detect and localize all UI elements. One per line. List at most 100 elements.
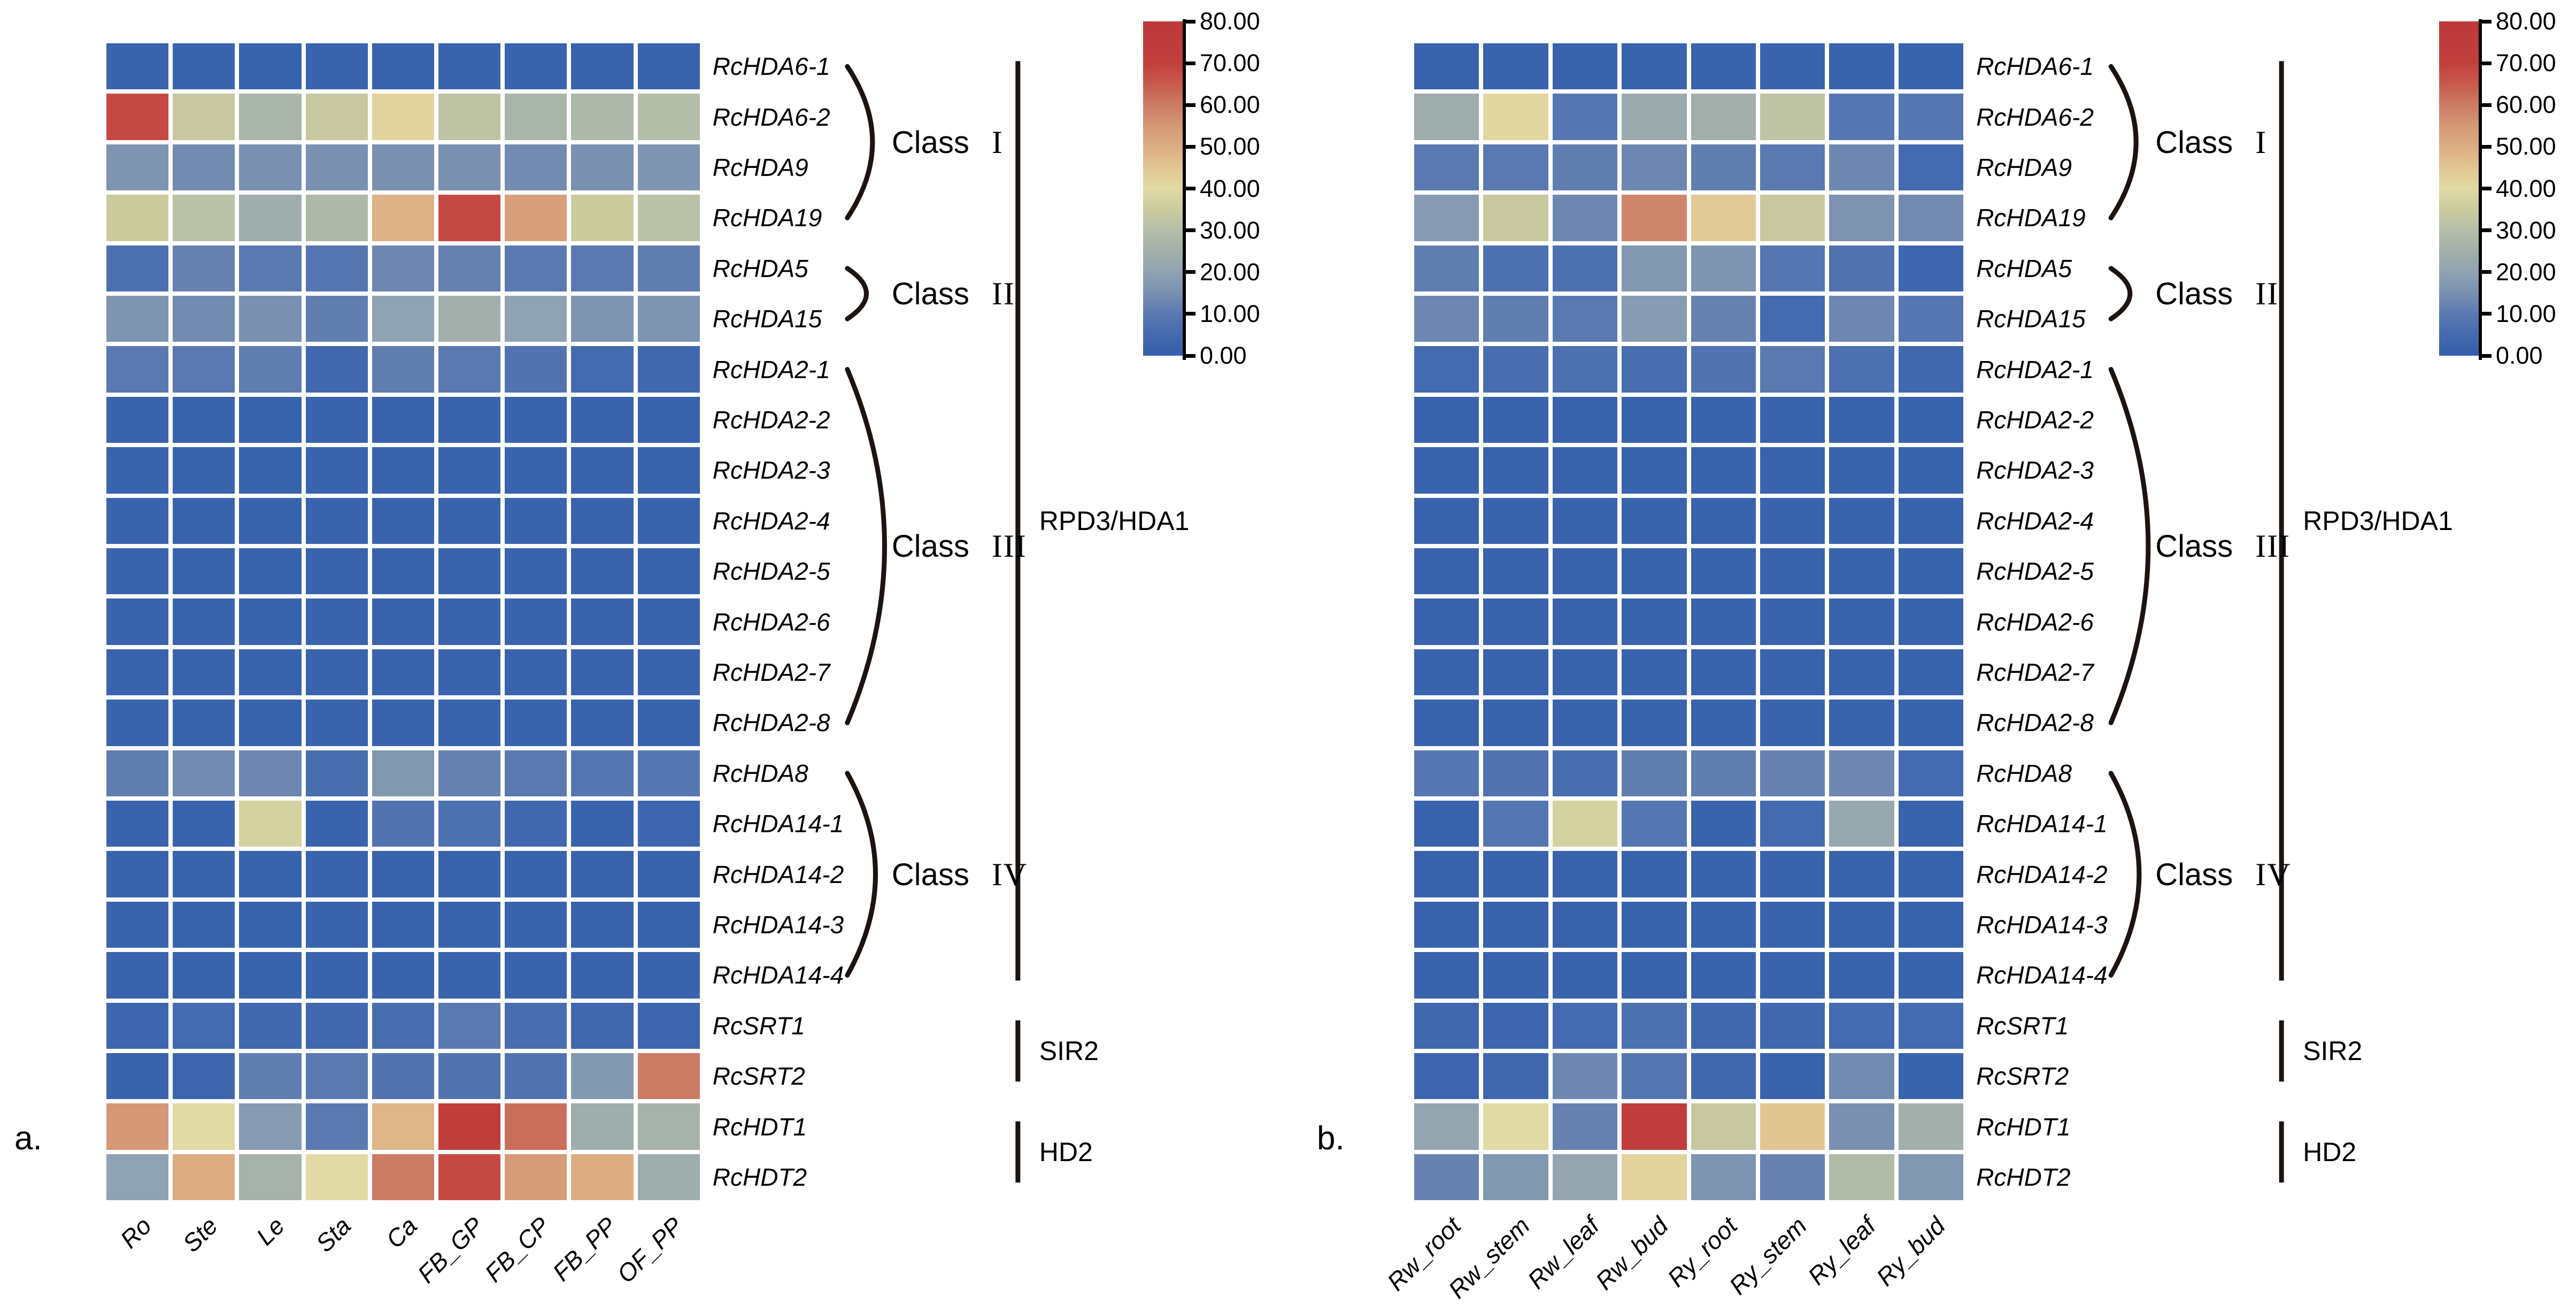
class-label: Class I — [2155, 125, 2267, 160]
heatmap-cell — [1552, 396, 1618, 443]
tissue-label: Le — [250, 1211, 290, 1251]
heatmap-cell — [1691, 195, 1756, 241]
heatmap-cell — [372, 497, 434, 544]
heatmap-cell — [1691, 296, 1756, 342]
heatmap-cell — [1760, 700, 1825, 746]
heatmap-cell — [1414, 447, 1479, 494]
heatmap-cell — [505, 43, 567, 90]
heatmap-cell — [1760, 447, 1825, 494]
colorbar-axis — [1183, 19, 1186, 360]
heatmap-cell — [1622, 195, 1687, 241]
gene-label: RcHDA15 — [712, 305, 822, 333]
heatmap-cell — [305, 346, 368, 393]
heatmap-cell — [1691, 649, 1756, 696]
heatmap-cell — [505, 649, 567, 696]
heatmap-cell — [1760, 1103, 1825, 1150]
colorbar-tick — [2481, 19, 2492, 24]
gene-label: RcHDA9 — [1976, 153, 2072, 181]
tissue-label: FB_CP — [479, 1211, 556, 1287]
heatmap-cell — [239, 700, 302, 746]
heatmap-cell — [1483, 144, 1548, 191]
heatmap-cell — [1414, 346, 1479, 393]
heatmap-cell — [1483, 1002, 1548, 1049]
heatmap-cell — [505, 598, 567, 645]
heatmap-cell — [1552, 700, 1618, 746]
heatmap-cell — [1483, 901, 1548, 948]
heatmap-cell — [372, 195, 434, 241]
heatmap-cell — [239, 144, 302, 191]
gene-label: RcHDA2-8 — [712, 709, 830, 737]
heatmap-cell — [1760, 851, 1825, 897]
heatmap-cell — [1414, 296, 1479, 342]
class-bracket — [2108, 367, 2151, 725]
heatmap-cell — [173, 548, 235, 595]
heatmap-cell — [173, 851, 235, 897]
class-label: Class II — [2155, 276, 2279, 312]
heatmap-cell — [1898, 1103, 1964, 1150]
colorbar-tick — [2481, 187, 2492, 190]
heatmap-cell — [1898, 1154, 1964, 1201]
colorbar-tick-label: 60.00 — [1200, 91, 1260, 119]
colorbar-tick-label: 70.00 — [1200, 49, 1260, 77]
heatmap-cell — [372, 952, 434, 999]
heatmap-cell — [305, 144, 368, 191]
heatmap-cell — [1691, 750, 1756, 796]
heatmap-cell — [372, 94, 434, 140]
heatmap-cell — [1622, 497, 1687, 544]
heatmap-cell — [1483, 396, 1548, 443]
tissue-label: Rw_bud — [1590, 1211, 1673, 1295]
heatmap-cell — [1898, 144, 1964, 191]
colorbar-tick — [2481, 144, 2492, 149]
heatmap-cell — [1898, 245, 1964, 291]
heatmap-cell — [1414, 851, 1479, 897]
heatmap-cell — [305, 598, 368, 645]
class-label: Class III — [2155, 528, 2290, 564]
heatmap-cell — [438, 144, 501, 191]
heatmap-cell — [1760, 245, 1825, 291]
gene-label: RcHDA2-5 — [1976, 557, 2094, 586]
heatmap-cell — [239, 750, 302, 796]
heatmap-cell — [1829, 144, 1894, 191]
heatmap-cell — [305, 447, 368, 494]
gene-label: RcHDA6-1 — [712, 52, 830, 81]
class-numeral: IV — [991, 856, 1028, 892]
heatmap-cell — [637, 296, 700, 342]
colorbar-tick-label: 10.00 — [1200, 300, 1260, 327]
heatmap-cell — [1483, 447, 1548, 494]
heatmap-cell — [1483, 952, 1548, 999]
heatmap-cell — [637, 801, 700, 847]
heatmap-cell — [106, 851, 169, 897]
heatmap-cell — [106, 1154, 169, 1201]
heatmap-cell — [438, 598, 501, 645]
heatmap-cell — [1760, 649, 1825, 696]
class-bracket — [2108, 771, 2142, 978]
heatmap-cell — [1414, 700, 1479, 746]
heatmap-cell — [438, 245, 501, 291]
heatmap-cell — [173, 497, 235, 544]
heatmap-cell — [1691, 1002, 1756, 1049]
heatmap-cell — [637, 195, 700, 241]
heatmap-cell — [305, 801, 368, 847]
class-numeral: II — [991, 276, 1015, 311]
colorbar-tick-label: 20.00 — [1200, 258, 1260, 286]
class-numeral: III — [991, 528, 1027, 564]
heatmap-cell — [239, 43, 302, 90]
heatmap-cell — [505, 447, 567, 494]
heatmap-cell — [106, 346, 169, 393]
heatmap-cell — [571, 396, 634, 443]
heatmap-cell — [1691, 598, 1756, 645]
heatmap-cell — [1898, 1002, 1964, 1049]
heatmap-cell — [637, 346, 700, 393]
tissue-label: Ca — [380, 1211, 422, 1254]
tissue-label: FB_GP — [412, 1211, 489, 1288]
heatmap-cell — [438, 195, 501, 241]
heatmap-cell — [1829, 245, 1894, 291]
tissue-label: Ry_leaf — [1802, 1211, 1881, 1291]
heatmap-cell — [239, 901, 302, 948]
heatmap-cell — [305, 1053, 368, 1100]
heatmap-cell — [505, 1103, 567, 1150]
heatmap-cell — [173, 296, 235, 342]
class-word: Class — [2155, 857, 2233, 892]
class-bracket — [2108, 266, 2133, 321]
colorbar-tick — [2481, 228, 2492, 233]
